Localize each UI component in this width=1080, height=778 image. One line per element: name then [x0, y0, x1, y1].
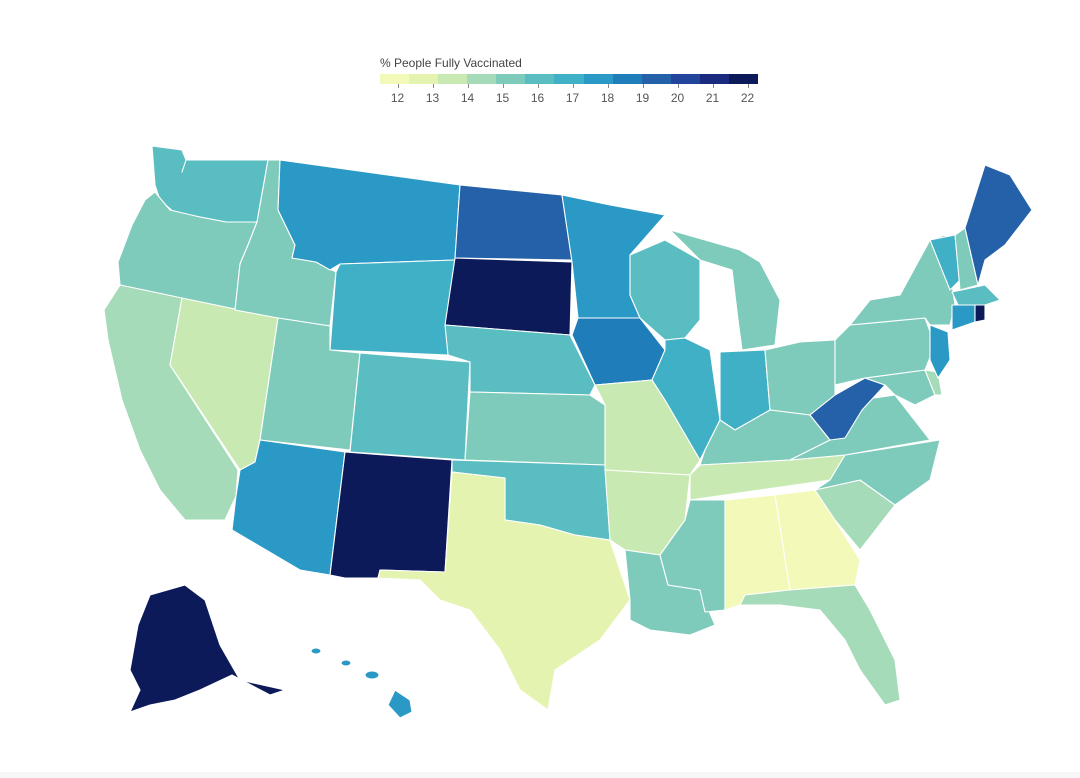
state-MS[interactable] [659, 499, 726, 613]
state-MT[interactable] [277, 159, 461, 271]
hawaii-island-maui [364, 670, 380, 680]
state-WV[interactable] [809, 377, 886, 441]
state-AK[interactable] [129, 584, 286, 713]
legend-tick-mark [432, 84, 434, 88]
hawaii-island-kauai [310, 647, 322, 655]
legend-color-stop [641, 74, 671, 84]
state-MA[interactable] [951, 284, 1001, 306]
legend-tick-mark [747, 84, 749, 88]
state-TX[interactable] [377, 471, 631, 711]
legend-color-stop [583, 74, 613, 84]
legend-color-bar [380, 74, 759, 84]
legend-tick-label: 22 [740, 91, 755, 105]
legend-color-stop [670, 74, 700, 84]
legend-color-stop [612, 74, 642, 84]
state-CT[interactable] [951, 304, 976, 331]
state-MI[interactable] [669, 229, 781, 351]
legend-tick-mark [712, 84, 714, 88]
state-FL[interactable] [739, 584, 901, 706]
legend-tick-label: 15 [495, 91, 510, 105]
state-NM[interactable] [329, 451, 453, 579]
state-HI[interactable] [310, 647, 413, 719]
state-NJ[interactable] [929, 324, 951, 379]
legend-color-stop [699, 74, 729, 84]
legend-color-stop [525, 74, 555, 84]
legend-tick-label: 14 [460, 91, 475, 105]
legend-tick-label: 21 [705, 91, 720, 105]
hawaii-island-big [387, 689, 413, 719]
legend-tick-mark [677, 84, 679, 88]
legend-tick-mark [642, 84, 644, 88]
state-IL[interactable] [651, 337, 721, 461]
state-KS[interactable] [464, 391, 606, 466]
legend-tick-label: 16 [530, 91, 545, 105]
state-RI[interactable] [974, 304, 986, 323]
legend-color-stop [380, 74, 410, 84]
legend-color-stop [409, 74, 439, 84]
legend-color-stop [496, 74, 526, 84]
state-ND[interactable] [454, 184, 573, 261]
legend-tick-mark [397, 84, 399, 88]
legend-tick-mark [502, 84, 504, 88]
legend-tick-label: 12 [390, 91, 405, 105]
legend-title: % People Fully Vaccinated [380, 56, 522, 70]
legend-color-stop [554, 74, 584, 84]
legend-tick-mark [467, 84, 469, 88]
footer-band [0, 772, 1080, 778]
state-WY[interactable] [329, 259, 456, 356]
state-CO[interactable] [349, 352, 471, 461]
legend-tick-mark [537, 84, 539, 88]
legend-tick-label: 13 [425, 91, 440, 105]
legend-color-stop [728, 74, 759, 84]
legend-tick-label: 20 [670, 91, 685, 105]
legend-color-stop [467, 74, 497, 84]
legend-tick-mark [572, 84, 574, 88]
legend-color-stop [438, 74, 468, 84]
state-ME[interactable] [964, 164, 1033, 286]
legend-tick-label: 19 [635, 91, 650, 105]
legend-tick-label: 18 [600, 91, 615, 105]
color-legend: % People Fully Vaccinated 12 13 14 15 16 17 18… [380, 56, 760, 106]
hawaii-island-oahu [340, 659, 352, 667]
legend-tick-mark [607, 84, 609, 88]
legend-tick-label: 17 [565, 91, 580, 105]
legend-ticks: 12 13 14 15 16 17 18 19 20 21 22 [380, 84, 758, 108]
state-SD[interactable] [444, 257, 573, 336]
